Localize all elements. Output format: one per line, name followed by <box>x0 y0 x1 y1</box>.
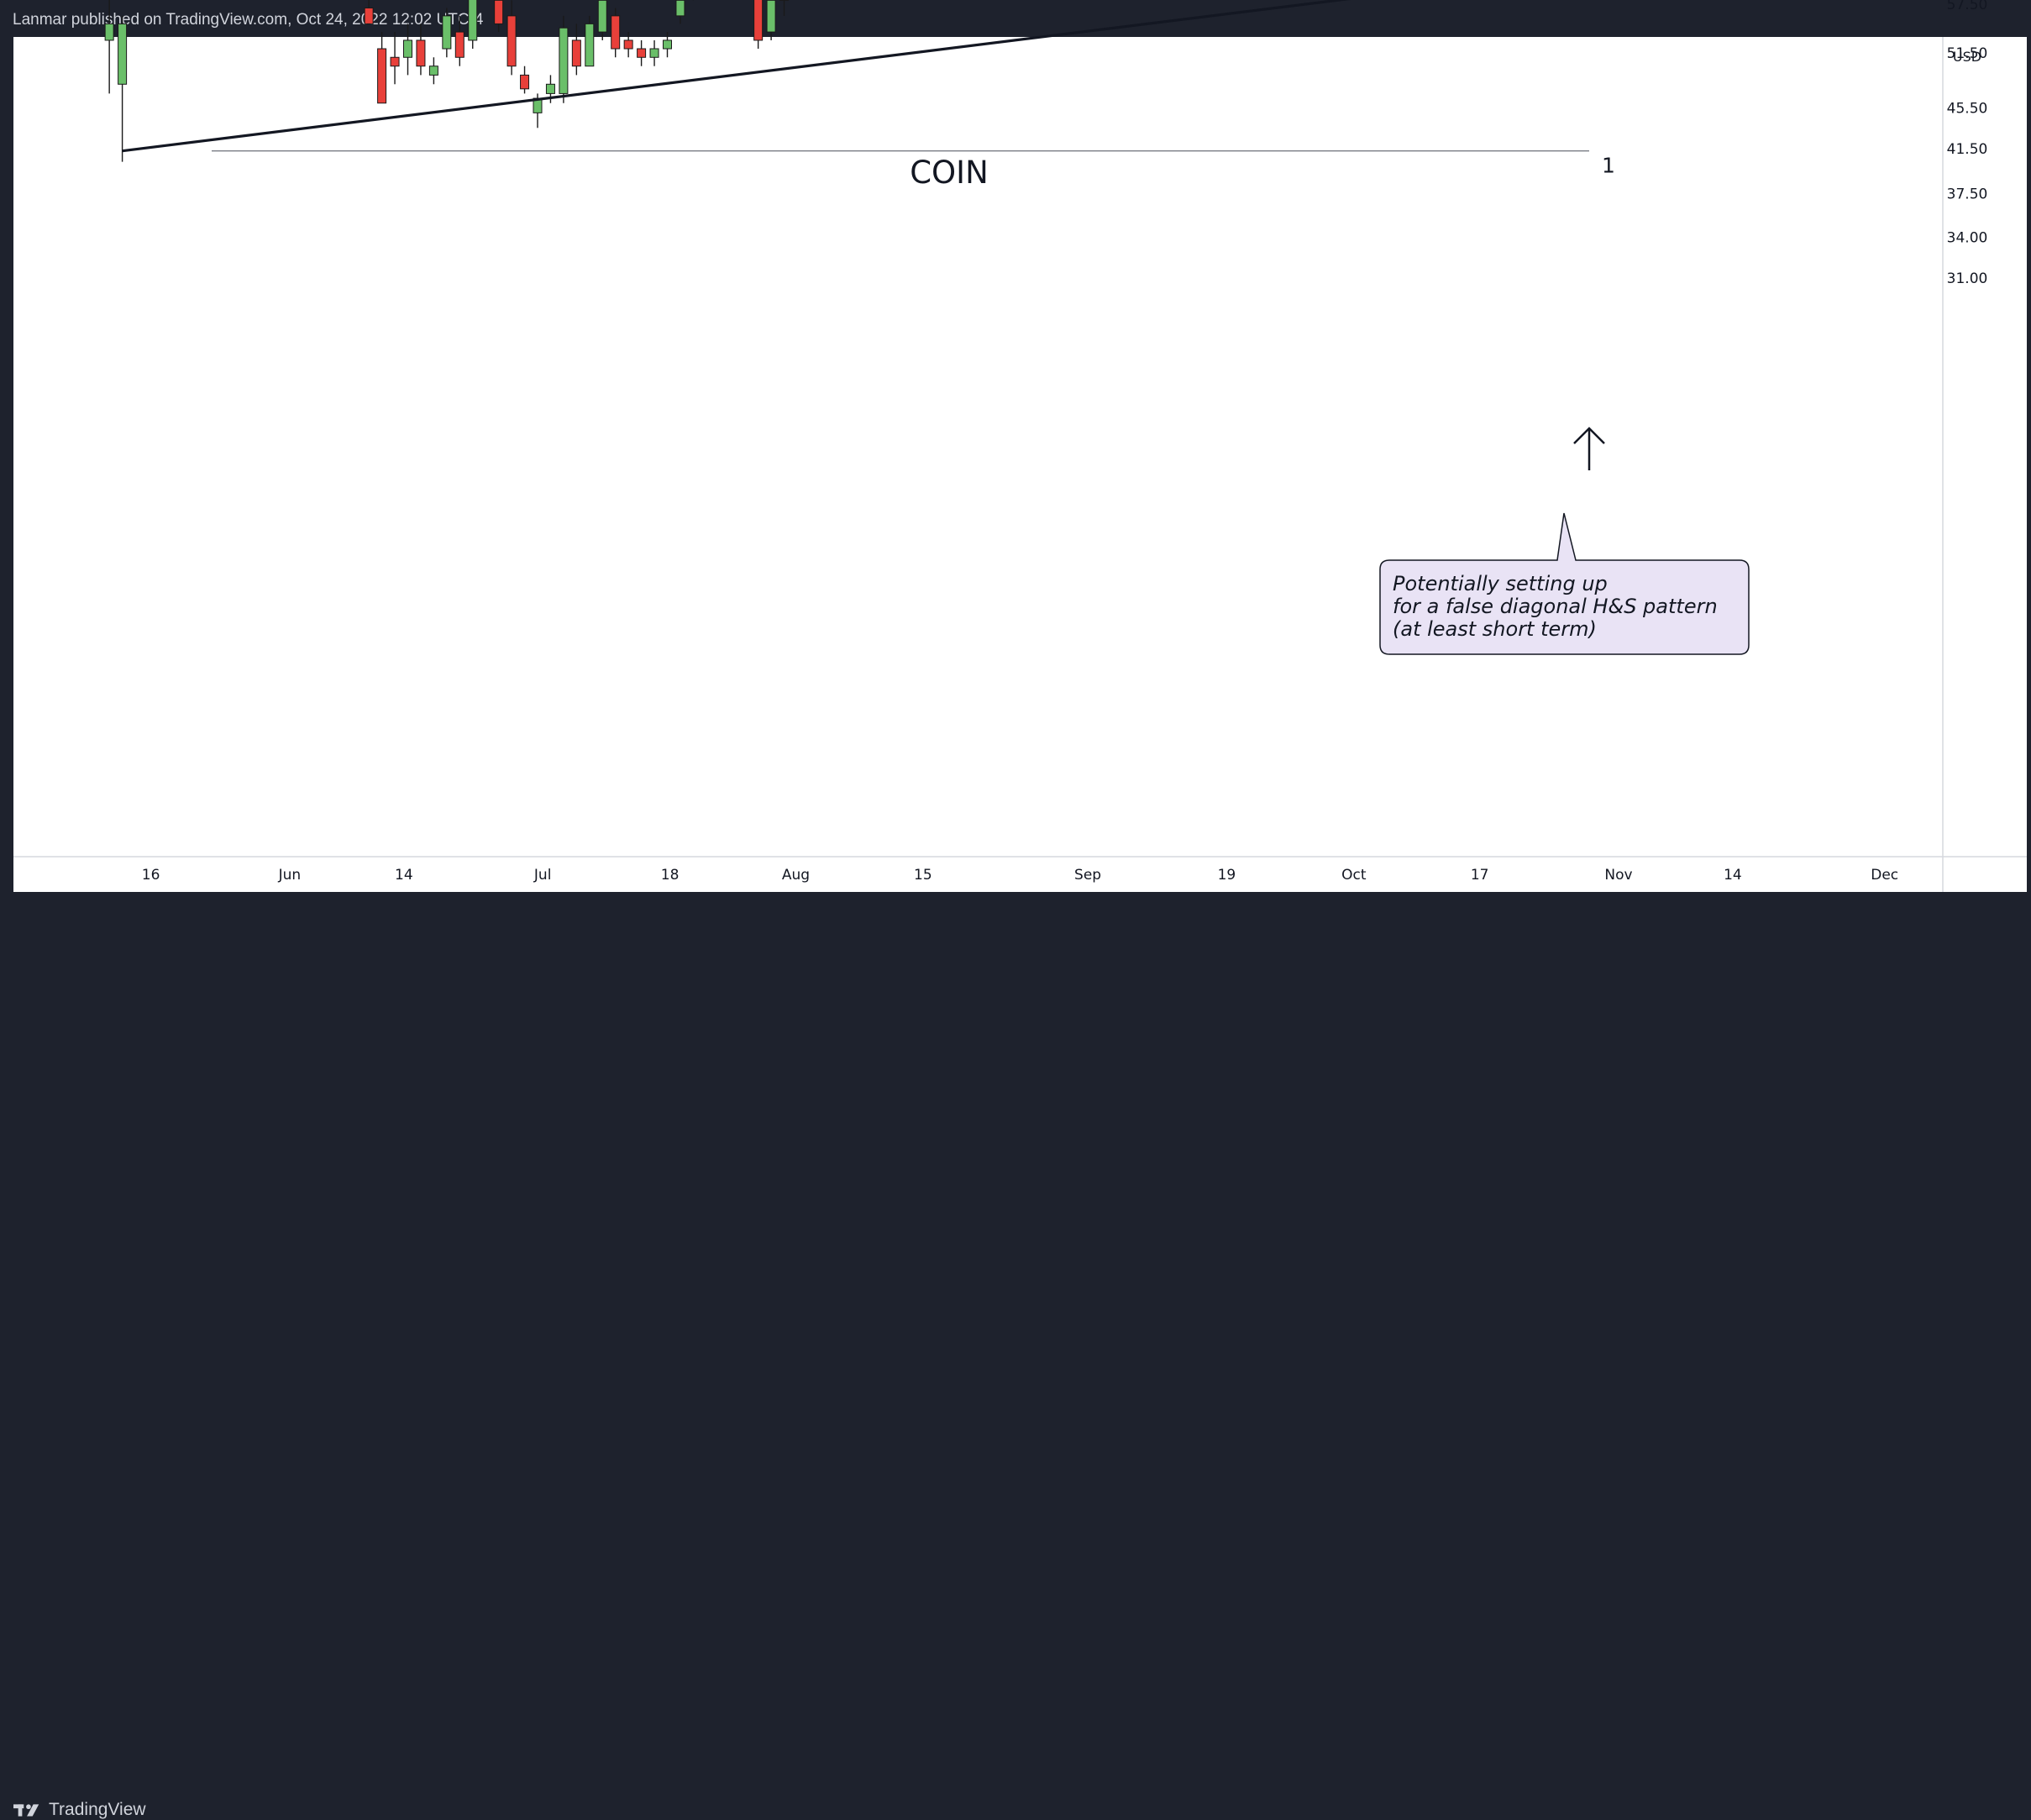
candle <box>118 16 127 162</box>
brand-name: TradingView <box>49 1800 146 1820</box>
trendline[interactable] <box>123 0 1576 151</box>
candle <box>585 16 594 66</box>
candle-body <box>572 40 580 66</box>
time-tick-label: 14 <box>395 867 413 884</box>
candle-body <box>404 40 412 57</box>
candle-body <box>429 66 438 76</box>
chart-svg[interactable]: 00.6181 150.00130.00115.00105.0093.0085.… <box>0 0 2031 943</box>
candle-body <box>365 8 373 24</box>
candle <box>650 40 659 66</box>
candle <box>598 0 606 40</box>
time-tick-label: Jun <box>278 867 302 884</box>
candle-body <box>391 57 399 66</box>
candle-body <box>507 16 516 66</box>
time-tick-label: Jul <box>533 867 552 884</box>
price-tick-label: 31.00 <box>1947 270 1988 287</box>
candle-body <box>767 0 775 32</box>
candle <box>638 40 646 66</box>
time-axis[interactable]: May16Jun14Jul18Aug15Sep19Oct17Nov14Dec <box>0 867 1898 884</box>
candle <box>611 8 620 58</box>
time-tick-label: 18 <box>661 867 680 884</box>
candle-body <box>455 32 464 57</box>
time-tick-label: Aug <box>782 867 810 884</box>
callout-box[interactable]: Potentially setting up for a false diago… <box>1380 513 1749 654</box>
time-tick-label: Oct <box>1341 867 1367 884</box>
candle-body <box>118 24 127 84</box>
candle <box>365 0 373 24</box>
price-tick-label: 37.50 <box>1947 186 1988 203</box>
time-tick-label: 19 <box>1218 867 1236 884</box>
time-tick-label: Sep <box>1074 867 1101 884</box>
candle <box>105 0 113 93</box>
candle <box>378 32 386 103</box>
candle <box>624 32 632 57</box>
candle <box>754 0 763 49</box>
candle-body <box>521 75 529 88</box>
candle-body <box>559 28 568 93</box>
time-tick-label: 14 <box>1724 867 1742 884</box>
candle <box>521 66 529 94</box>
candle-body <box>105 24 113 40</box>
chart-title: COIN <box>910 155 989 191</box>
callout-line-1: Potentially setting up <box>1393 572 1608 595</box>
fib-level-label: 1 <box>1602 154 1615 178</box>
candle-body <box>495 0 503 24</box>
candle <box>469 0 477 49</box>
candle <box>507 0 516 75</box>
candle <box>404 24 412 75</box>
candle-body <box>676 0 685 16</box>
price-tick-label: 41.50 <box>1947 141 1988 158</box>
ascending-trendline[interactable] <box>123 0 1576 151</box>
price-tick-label: 57.50 <box>1947 0 1988 13</box>
candle-body <box>754 0 763 40</box>
currency-label: USD <box>1953 49 1981 65</box>
time-tick-label: 16 <box>142 867 160 884</box>
candle-body <box>585 24 594 66</box>
time-tick-label: 17 <box>1471 867 1489 884</box>
candle-body <box>611 16 620 49</box>
candle <box>559 16 568 103</box>
fib-retracement[interactable]: 00.6181 <box>13 0 1662 178</box>
candle <box>676 0 685 24</box>
price-tick-label: 45.50 <box>1947 101 1988 118</box>
time-tick-label: Nov <box>1604 867 1632 884</box>
candle <box>417 24 425 75</box>
candles <box>14 0 1580 162</box>
tradingview-brand[interactable]: TradingView <box>13 1800 146 1820</box>
time-tick-label: Dec <box>1871 867 1898 884</box>
candle-body <box>638 49 646 57</box>
arrow-up-icon <box>1574 428 1604 470</box>
candle <box>664 32 672 57</box>
callout-line-3: (at least short term) <box>1393 617 1597 641</box>
price-tick-label: 34.00 <box>1947 229 1988 246</box>
candle <box>443 8 451 58</box>
callout-line-2: for a false diagonal H&S pattern <box>1393 595 1718 618</box>
time-tick-label: 15 <box>914 867 932 884</box>
candle <box>780 0 789 16</box>
candle <box>767 0 775 40</box>
candle <box>572 24 580 75</box>
price-axis[interactable]: 150.00130.00115.00105.0093.0085.0077.006… <box>1942 0 2002 287</box>
bottom-bar: TradingView <box>0 892 2031 943</box>
candle <box>391 32 399 84</box>
candle-body <box>417 40 425 66</box>
candle <box>429 57 438 84</box>
candle-body <box>664 40 672 49</box>
candle-body <box>650 49 659 57</box>
candle <box>495 0 503 32</box>
tradingview-logo-icon <box>13 1802 42 1817</box>
candle-body <box>624 40 632 49</box>
candle-body <box>378 49 386 103</box>
candle-body <box>598 0 606 32</box>
candle-body <box>546 84 554 93</box>
candle-body <box>443 16 451 49</box>
candle-body <box>469 0 477 40</box>
candle <box>455 16 464 66</box>
